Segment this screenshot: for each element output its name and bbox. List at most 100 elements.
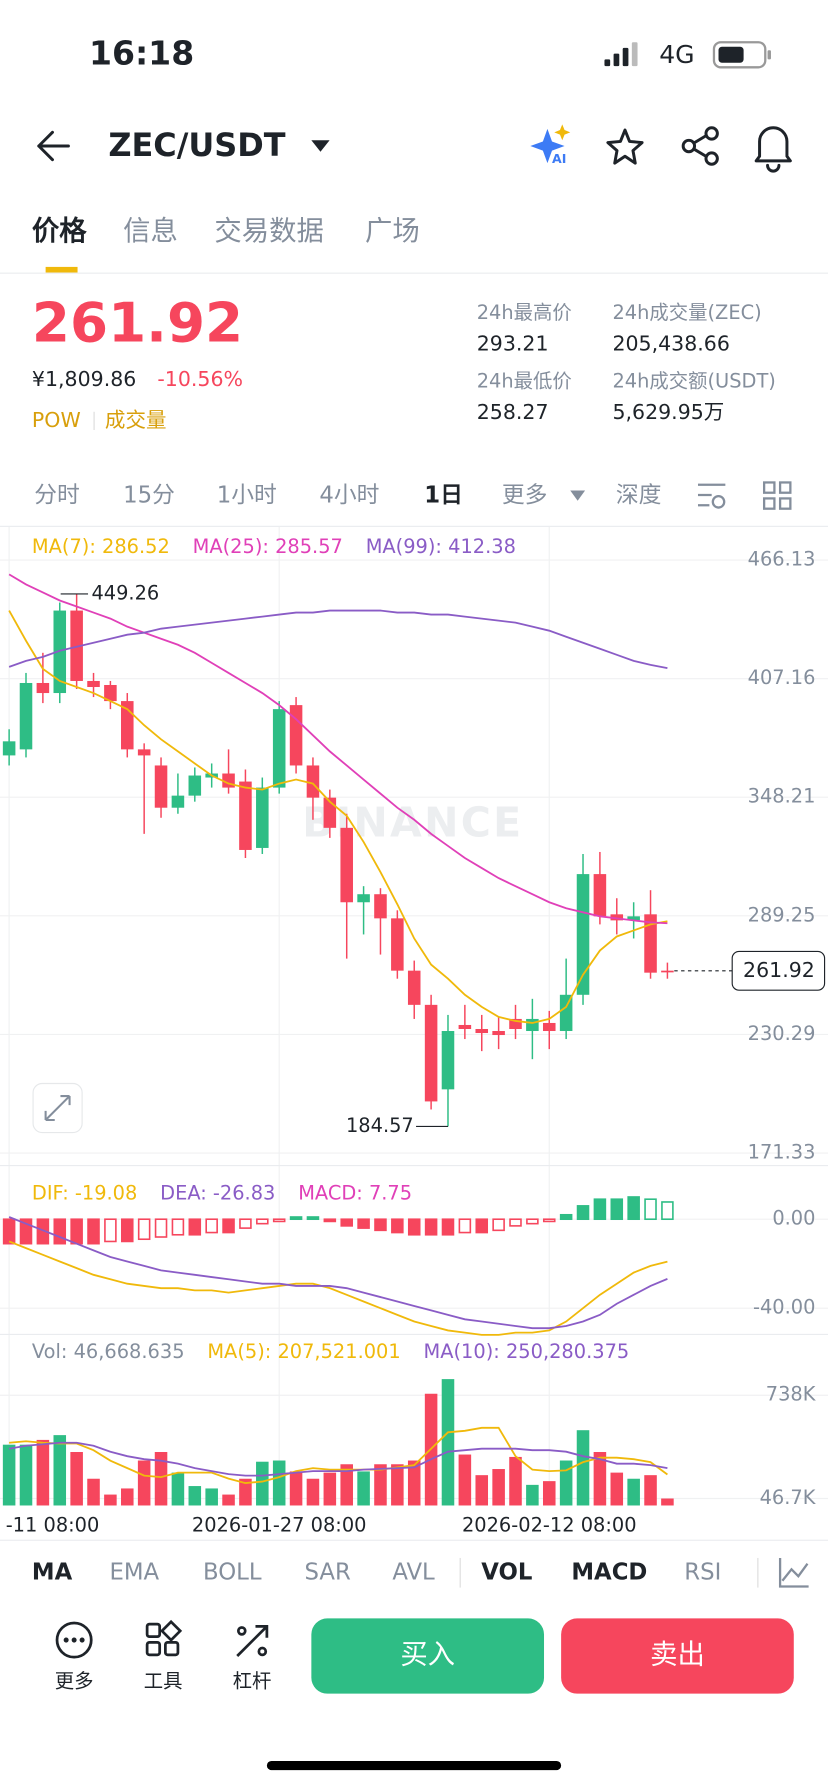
max-label: 449.26 xyxy=(91,581,159,604)
ai-button[interactable]: AI xyxy=(530,124,571,166)
volume-bar xyxy=(256,1461,269,1506)
macd-bar xyxy=(542,1218,556,1223)
action-label[interactable]: 杠杆 xyxy=(233,1670,272,1693)
indicator[interactable]: MA xyxy=(32,1559,73,1585)
interval[interactable]: 15分 xyxy=(123,483,175,509)
candle-body xyxy=(19,682,33,750)
layout-icon[interactable] xyxy=(762,481,792,510)
macd-bar xyxy=(306,1216,320,1221)
candle-body xyxy=(627,916,640,921)
buy-button[interactable] xyxy=(311,1618,545,1694)
y-tick-label: 738K xyxy=(766,1383,817,1406)
more-dropdown[interactable] xyxy=(570,490,586,501)
macd-bar xyxy=(239,1218,252,1229)
legend-entry: MA(5): 207,521.001 xyxy=(207,1340,400,1363)
volume-bar xyxy=(559,1460,573,1506)
volume-bar xyxy=(87,1478,100,1506)
min-label: 184.57 xyxy=(346,1114,414,1137)
y-tick-label: -40.00 xyxy=(753,1296,815,1319)
macd-bar xyxy=(256,1218,269,1225)
leverage-icon[interactable] xyxy=(236,1625,269,1657)
macd-bar xyxy=(458,1218,472,1234)
tab[interactable]: 信息 xyxy=(123,216,178,247)
indicator[interactable]: AVL xyxy=(392,1559,435,1585)
candle-body xyxy=(53,610,67,694)
chart-settings[interactable] xyxy=(778,1557,809,1588)
volume-bar xyxy=(154,1452,168,1506)
favorite-button[interactable] xyxy=(606,128,644,165)
interval[interactable]: 4小时 xyxy=(319,483,379,509)
volume-bar xyxy=(661,1498,674,1506)
volume-bar xyxy=(53,1435,67,1506)
last-price-label: 261.92 xyxy=(743,958,815,982)
tab[interactable]: 价格 xyxy=(32,216,87,247)
tag[interactable]: POW xyxy=(32,408,81,432)
candle-body xyxy=(70,610,83,681)
indicator[interactable]: VOL xyxy=(481,1559,532,1585)
y-tick-label: 348.21 xyxy=(748,785,816,808)
tag[interactable]: 成交量 xyxy=(105,408,167,432)
volume-bar xyxy=(188,1486,202,1506)
candle-body xyxy=(492,1031,505,1036)
macd-bar xyxy=(374,1218,387,1232)
share-button[interactable] xyxy=(681,126,719,166)
back-button[interactable] xyxy=(37,130,70,162)
tab[interactable]: 交易数据 xyxy=(214,216,323,247)
volume-bar xyxy=(36,1439,50,1506)
volume-bar xyxy=(121,1488,134,1506)
indicator[interactable]: MACD xyxy=(571,1559,647,1585)
y-tick-label: 466.13 xyxy=(748,548,816,571)
macd-bar xyxy=(441,1218,455,1236)
tab-indicator xyxy=(45,266,78,273)
pair-dropdown[interactable] xyxy=(311,140,330,152)
y-tick-label: 0.00 xyxy=(772,1207,815,1230)
action-label[interactable]: 更多 xyxy=(55,1670,94,1693)
ma-line xyxy=(8,610,668,1024)
macd-bar xyxy=(627,1196,640,1221)
interval[interactable]: 深度 xyxy=(616,483,662,509)
kline-chart: BINANCE -11 08:00 2026-01-27 08:00 2026-02-… xyxy=(0,526,828,1537)
network: 4G xyxy=(659,40,694,69)
volume-bar xyxy=(239,1478,252,1506)
divider xyxy=(0,525,828,527)
settings-icon[interactable] xyxy=(697,483,726,509)
tools-icon[interactable] xyxy=(145,1619,183,1657)
legend-entry: MACD: 7.75 xyxy=(298,1182,412,1205)
stat-value: 205,438.66 xyxy=(612,331,729,355)
candle-body xyxy=(104,684,117,702)
indicator[interactable]: EMA xyxy=(109,1559,159,1585)
indicator[interactable]: RSI xyxy=(684,1559,721,1585)
macd-bar xyxy=(2,1218,16,1245)
interval[interactable]: 1小时 xyxy=(217,483,277,509)
indicator[interactable]: SAR xyxy=(305,1559,351,1585)
candle-body xyxy=(374,894,387,919)
sell-button[interactable] xyxy=(561,1618,794,1694)
candle-body xyxy=(239,781,252,850)
y-tick-label: 171.33 xyxy=(748,1141,816,1164)
candle-body xyxy=(424,1004,438,1102)
change-percent: -10.56% xyxy=(157,367,243,391)
legend-entry: MA(10): 250,280.375 xyxy=(424,1340,630,1363)
alert-button[interactable] xyxy=(754,126,792,173)
x-tick-label: -11 08:00 xyxy=(6,1514,100,1537)
macd-bar xyxy=(87,1218,100,1245)
macd-bar xyxy=(357,1218,370,1229)
last-price: 261.92 xyxy=(32,290,243,354)
pair-title[interactable]: ZEC/USDT xyxy=(108,126,285,164)
macd-bar xyxy=(509,1218,522,1227)
interval[interactable]: 分时 xyxy=(34,483,80,509)
indicator[interactable]: BOLL xyxy=(203,1559,262,1585)
action-label[interactable]: 工具 xyxy=(144,1670,183,1693)
divider xyxy=(0,272,828,274)
tab[interactable]: 广场 xyxy=(365,216,420,247)
volume-bar xyxy=(391,1464,404,1506)
candle-body xyxy=(407,970,421,1005)
volume-bar xyxy=(2,1444,16,1506)
more-icon[interactable] xyxy=(55,1621,93,1659)
candle-body xyxy=(559,994,573,1032)
macd-bar xyxy=(407,1218,421,1236)
status-time: 16:18 xyxy=(89,33,194,72)
macd-bar xyxy=(188,1218,202,1236)
interval[interactable]: 更多 xyxy=(502,483,548,509)
interval[interactable]: 1日 xyxy=(424,483,463,509)
